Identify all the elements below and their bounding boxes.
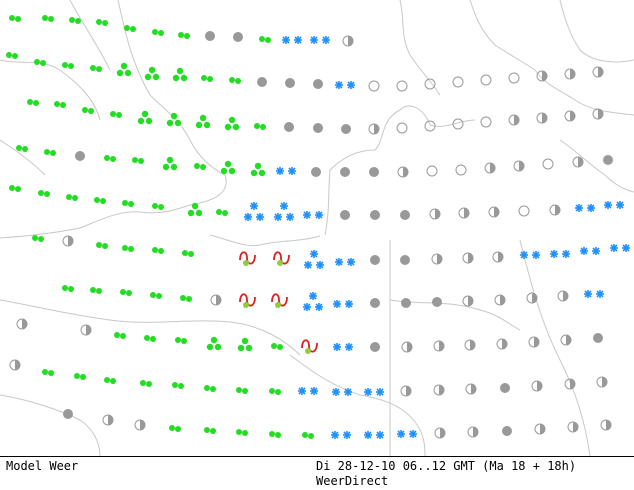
row-6 — [32, 235, 631, 270]
row-7 — [62, 285, 605, 312]
model-label: Model Weer — [6, 459, 79, 473]
row-2 — [6, 52, 604, 92]
row-5 — [9, 185, 625, 222]
source-label: WeerDirect — [316, 474, 389, 488]
row-8 — [16, 318, 603, 355]
row-3 — [27, 99, 604, 135]
row-1 — [9, 15, 354, 47]
map-footer: Model Weer Di 28-12-10 06..12 GMT (Ma 18… — [0, 456, 634, 490]
weather-map — [0, 0, 634, 456]
row-10 — [63, 409, 612, 440]
coastline-layer — [0, 0, 634, 456]
row-4 — [16, 145, 613, 178]
forecast-datetime-label: Di 28-12-10 06..12 GMT (Ma 18 + 18h) — [316, 459, 577, 473]
weather-map-svg — [0, 0, 634, 456]
row-9 — [9, 359, 608, 397]
